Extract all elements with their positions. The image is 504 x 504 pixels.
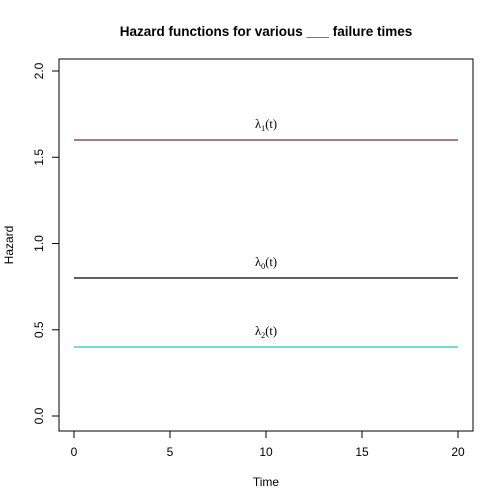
chart-title: Hazard functions for various ___ failure… [120,24,413,39]
series-label-1: λ1(t) [255,117,277,133]
y-tick-label: 0.0 [32,407,46,424]
series-labels: λ1(t) λ0(t) λ2(t) [255,117,277,340]
x-tick-label: 10 [259,445,273,459]
y-axis: 0.0 0.5 1.0 1.5 2.0 [32,62,59,424]
series-label-2: λ2(t) [255,324,277,340]
x-tick-label: 0 [71,445,78,459]
x-tick-label: 5 [167,445,174,459]
series-label-0: λ0(t) [255,255,277,271]
plot-area-border [59,59,473,431]
y-tick-label: 1.0 [32,235,46,252]
series-lines [74,140,458,347]
y-axis-label: Hazard [2,226,16,265]
x-tick-label: 15 [355,445,369,459]
x-axis: 0 5 10 15 20 [71,431,465,459]
x-axis-label: Time [253,475,280,489]
y-tick-label: 1.5 [32,149,46,166]
y-tick-label: 2.0 [32,62,46,79]
x-tick-label: 20 [451,445,465,459]
y-tick-label: 0.5 [32,321,46,338]
